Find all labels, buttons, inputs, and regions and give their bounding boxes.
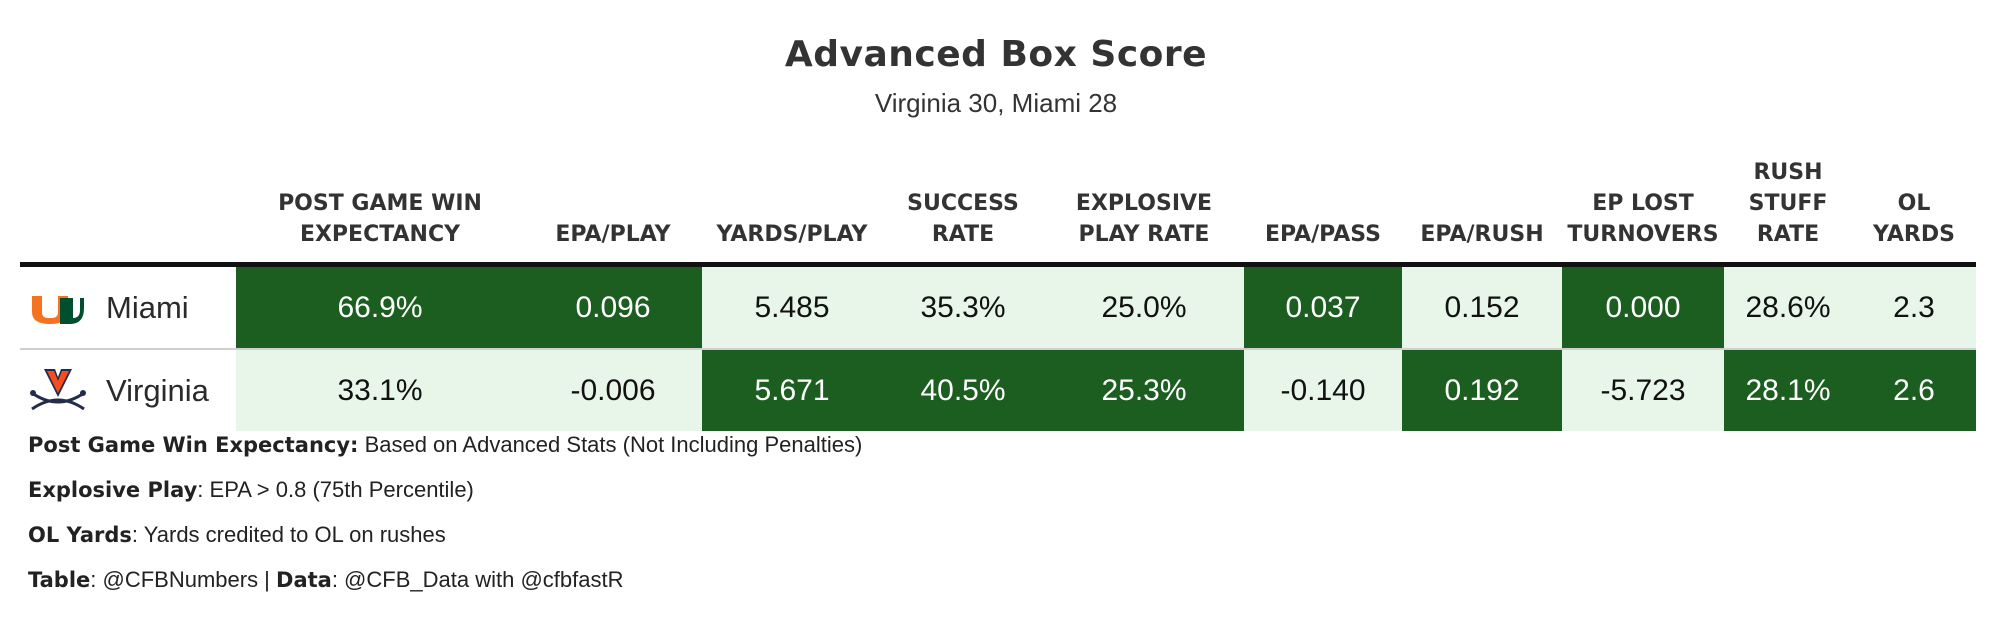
team-header: [20, 140, 236, 267]
column-header: OL YARDS: [1852, 140, 1976, 267]
stat-cell: 40.5%: [882, 349, 1044, 431]
stat-cell: 28.6%: [1724, 264, 1852, 350]
stat-cell: -0.006: [524, 349, 702, 431]
stat-cell: 0.152: [1402, 264, 1562, 350]
stat-cell: 25.0%: [1044, 264, 1244, 350]
stat-cell: 35.3%: [882, 264, 1044, 350]
column-header: EXPLOSIVE PLAY RATE: [1044, 140, 1244, 267]
stat-cell: 5.485: [702, 264, 882, 350]
header-row: POST GAME WIN EXPECTANCY EPA/PLAY YARDS/…: [20, 140, 1976, 267]
column-header: YARDS/PLAY: [702, 140, 882, 267]
team-name: Virginia: [106, 372, 209, 408]
team-name: Miami: [106, 289, 189, 325]
team-cell: Virginia: [20, 349, 236, 431]
chart-title: Advanced Box Score: [784, 34, 1208, 75]
stat-cell: 2.6: [1852, 349, 1976, 431]
column-header: EP LOST TURNOVERS: [1562, 140, 1724, 267]
footnotes: Post Game Win Expectancy: Based on Advan…: [28, 430, 862, 610]
column-header: RUSH STUFF RATE: [1724, 140, 1852, 267]
stat-cell: 0.037: [1244, 264, 1402, 350]
table-row-virginia: Virginia 33.1% -0.006 5.671 40.5% 25.3% …: [20, 349, 1976, 431]
stat-cell: -0.140: [1244, 349, 1402, 431]
stat-cell: 5.671: [702, 349, 882, 431]
miami-u-logo-icon: [28, 283, 88, 333]
stat-cell: -5.723: [1562, 349, 1724, 431]
table-row-miami: Miami 66.9% 0.096 5.485 35.3% 25.0% 0.03…: [20, 264, 1976, 350]
footnote-ol-yards: OL Yards: Yards credited to OL on rushes: [28, 522, 446, 547]
stat-cell: 0.096: [524, 264, 702, 350]
stat-cell: 25.3%: [1044, 349, 1244, 431]
stat-cell: 33.1%: [236, 349, 524, 431]
virginia-sabres-logo-icon: [28, 366, 88, 416]
footnote-win-expectancy: Post Game Win Expectancy: Based on Advan…: [28, 432, 863, 457]
column-header: EPA/RUSH: [1402, 140, 1562, 267]
stat-cell: 0.192: [1402, 349, 1562, 431]
column-header: SUCCESS RATE: [882, 140, 1044, 267]
stat-cell: 0.000: [1562, 264, 1724, 350]
column-header: POST GAME WIN EXPECTANCY: [236, 140, 524, 267]
stat-cell: 28.1%: [1724, 349, 1852, 431]
column-header: EPA/PLAY: [524, 140, 702, 267]
column-header: EPA/PASS: [1244, 140, 1402, 267]
footnote-credits: Table: @CFBNumbers | Data: @CFB_Data wit…: [28, 567, 624, 592]
box-score-table: POST GAME WIN EXPECTANCY EPA/PLAY YARDS/…: [20, 140, 1976, 431]
footnote-explosive-play: Explosive Play: EPA > 0.8 (75th Percenti…: [28, 477, 474, 502]
team-cell: Miami: [20, 264, 236, 350]
stat-cell: 66.9%: [236, 264, 524, 350]
stat-cell: 2.3: [1852, 264, 1976, 350]
chart-subtitle: Virginia 30, Miami 28: [874, 88, 1118, 118]
